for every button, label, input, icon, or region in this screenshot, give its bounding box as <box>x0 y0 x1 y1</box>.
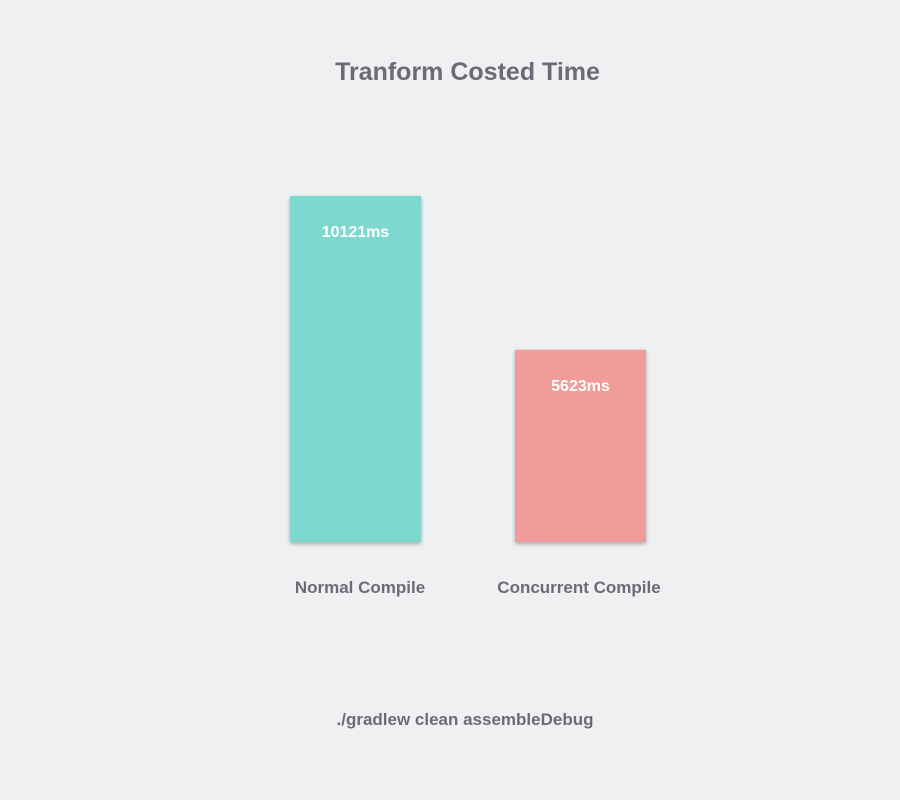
chart-title: Tranform Costed Time <box>335 58 600 86</box>
category-label: Normal Compile <box>295 578 425 597</box>
bar-value-label: 5623ms <box>551 378 610 395</box>
bar-normal-compile <box>290 196 421 542</box>
category-label: Concurrent Compile <box>497 578 660 597</box>
bar-concurrent-compile <box>515 349 646 542</box>
command-label: ./gradlew clean assembleDebug <box>336 710 594 729</box>
bars-layer: 10121ms Normal Compile 5623ms Concurrent Co… <box>290 196 661 597</box>
bar-value-label: 10121ms <box>322 224 390 241</box>
